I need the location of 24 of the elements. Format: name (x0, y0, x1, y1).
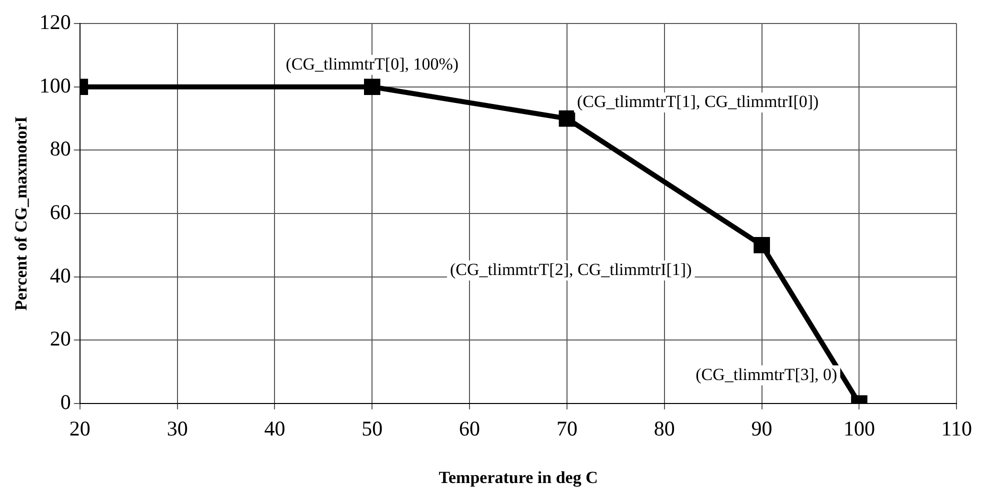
y-tick-label: 40 (50, 263, 71, 288)
annotation: (CG_tlimmtrT[2], CG_tlimmtrI[1]) (450, 260, 692, 279)
y-tick-label: 20 (50, 326, 71, 351)
y-tick-label: 60 (50, 200, 71, 224)
x-tick-label: 30 (166, 416, 188, 441)
x-tick-label: 80 (654, 416, 675, 441)
x-tick-label: 50 (362, 416, 383, 441)
x-tick-label: 60 (459, 416, 480, 441)
x-axis-title: Temperature in deg C (438, 468, 598, 488)
annotation: (CG_tlimmtrT[1], CG_tlimmtrI[0]) (576, 92, 819, 112)
x-tick-label: 70 (556, 416, 578, 441)
y-tick-label: 120 (39, 10, 71, 34)
x-tick-label: 100 (843, 416, 875, 441)
point (558, 110, 576, 127)
annotation: (CG_tlimmtrT[0], 100%) (286, 54, 459, 74)
y-tick-label: 100 (39, 73, 71, 98)
x-tick-label: 40 (264, 416, 286, 441)
y-axis-title: Percent of CG_maxmotorI (12, 116, 31, 311)
y-tick-label: 80 (50, 136, 71, 161)
x-tick-label: 90 (751, 416, 772, 441)
annotation: (CG_tlimmtrT[3], 0) (696, 364, 838, 384)
x-tick-label: 110 (941, 416, 972, 441)
y-tick-label: 0 (60, 390, 71, 414)
x-tick-label: 20 (69, 416, 90, 441)
